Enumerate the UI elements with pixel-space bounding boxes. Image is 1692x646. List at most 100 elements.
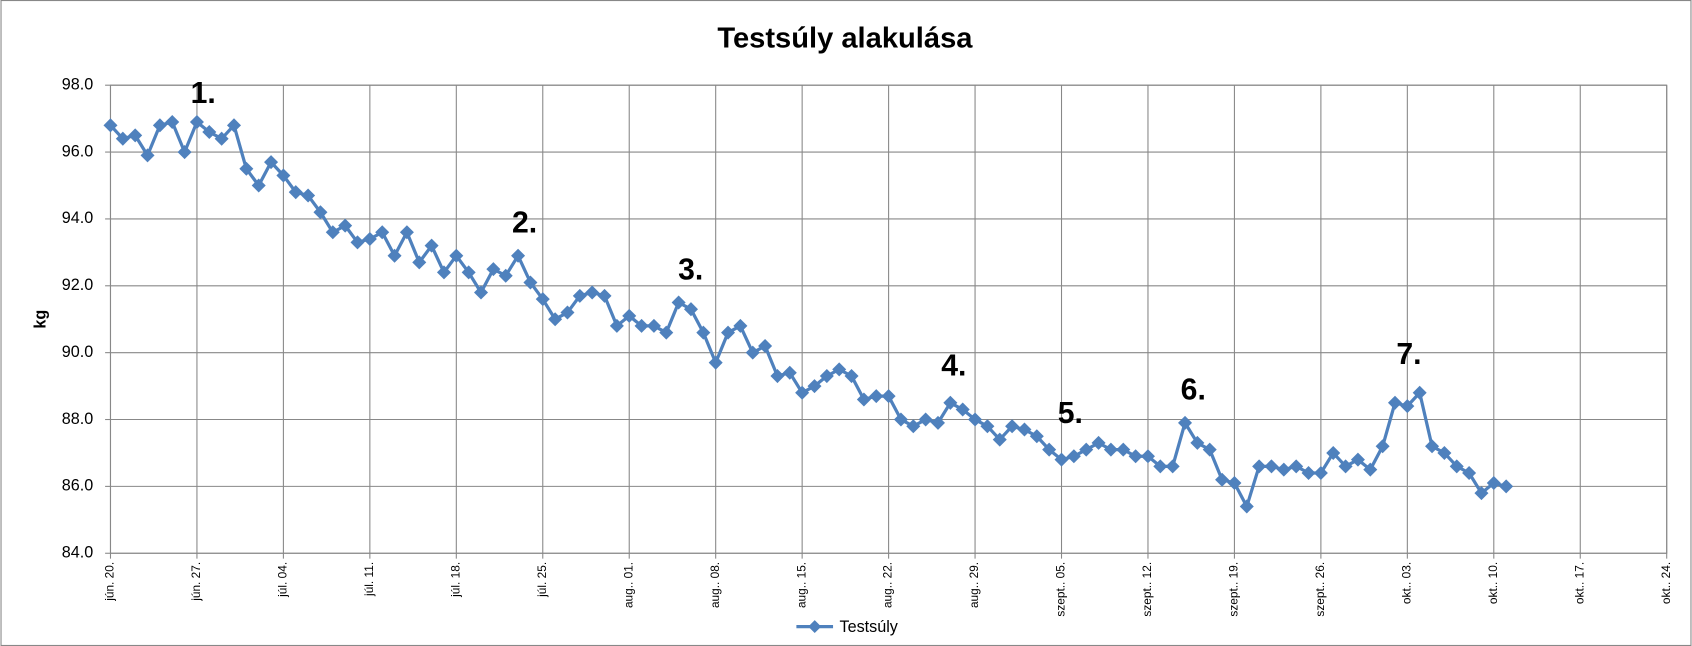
data-point [696,325,711,340]
x-tick-label: aug.. 22. [881,562,895,608]
data-point [449,248,464,263]
data-point [1005,419,1020,434]
data-point [659,325,674,340]
data-point [683,302,698,317]
data-point [424,238,439,253]
data-point [758,338,773,353]
data-point [498,268,513,283]
data-point [745,345,760,360]
data-point [572,288,587,303]
y-tick-label: 88.0 [62,410,93,428]
x-tick-label: okt.. 03. [1399,562,1413,604]
data-point [560,305,575,320]
data-point [189,114,204,129]
data-point [1178,415,1193,430]
data-point [955,402,970,417]
x-tick-label: szept.. 12. [1140,562,1154,617]
data-point [1425,439,1440,454]
data-point [671,295,686,310]
annotation: 5. [1058,397,1083,430]
data-point [968,412,983,427]
y-tick-label: 84.0 [62,544,93,562]
data-point [1140,449,1155,464]
data-point [646,318,661,333]
data-point [1103,442,1118,457]
y-axis-label: kg [32,310,50,329]
data-point [634,318,649,333]
data-point [918,412,933,427]
x-tick-label: aug.. 01. [621,562,635,608]
data-point [622,308,637,323]
data-point [1363,462,1378,477]
data-point [1042,442,1057,457]
x-tick-label: jún. 20. [103,562,117,602]
data-point [548,312,563,327]
data-point [609,318,624,333]
x-tick-label: júl. 18. [448,562,462,598]
y-tick-label: 86.0 [62,477,93,495]
data-point [1029,429,1044,444]
data-point [906,419,921,434]
data-point [881,389,896,404]
data-point [1276,462,1291,477]
data-point [1215,472,1230,487]
data-point [819,369,834,384]
data-point [1326,445,1341,460]
data-point [1054,452,1069,467]
x-tick-label: szept.. 19. [1227,562,1241,617]
x-tick-label: aug.. 29. [967,562,981,608]
data-point [1128,449,1143,464]
data-point [832,362,847,377]
data-point [523,275,538,290]
data-point [177,145,192,160]
y-tick-label: 94.0 [62,209,93,227]
data-point [795,385,810,400]
x-tick-label: júl. 25. [535,562,549,598]
data-point [1017,422,1032,437]
data-point [1289,459,1304,474]
data-point [115,131,130,146]
x-tick-label: szept.. 26. [1313,562,1327,617]
y-tick-label: 96.0 [62,142,93,160]
data-point [893,412,908,427]
data-point [1079,442,1094,457]
data-point [375,225,390,240]
data-point [1449,459,1464,474]
data-point [140,148,155,163]
data-point [1437,445,1452,460]
y-tick-label: 98.0 [62,75,93,93]
data-point [1252,459,1267,474]
chart-title: Testsúly alakulása [717,23,973,55]
y-tick-label: 92.0 [62,276,93,294]
data-point [325,225,340,240]
x-tick-label: okt.. 24. [1659,562,1673,604]
data-point [1412,385,1427,400]
data-point [350,235,365,250]
data-point [399,225,414,240]
data-point [782,365,797,380]
x-tick-label: júl. 04. [276,562,290,598]
annotation: 1. [191,77,216,110]
data-point [535,292,550,307]
data-point [264,155,279,170]
data-point [980,419,995,434]
x-tick-label: okt.. 10. [1486,562,1500,604]
data-point [1486,476,1501,491]
data-point [856,392,871,407]
data-point [733,318,748,333]
data-point [1153,459,1168,474]
data-point [721,325,736,340]
y-tick-label: 90.0 [62,343,93,361]
x-tick-label: aug.. 08. [708,562,722,608]
data-point [1499,479,1514,494]
data-point [1066,449,1081,464]
data-point [436,265,451,280]
data-point [585,285,600,300]
data-point [930,415,946,430]
data-point [597,288,612,303]
x-tick-label: júl. 11. [362,562,376,597]
data-point [1264,459,1279,474]
